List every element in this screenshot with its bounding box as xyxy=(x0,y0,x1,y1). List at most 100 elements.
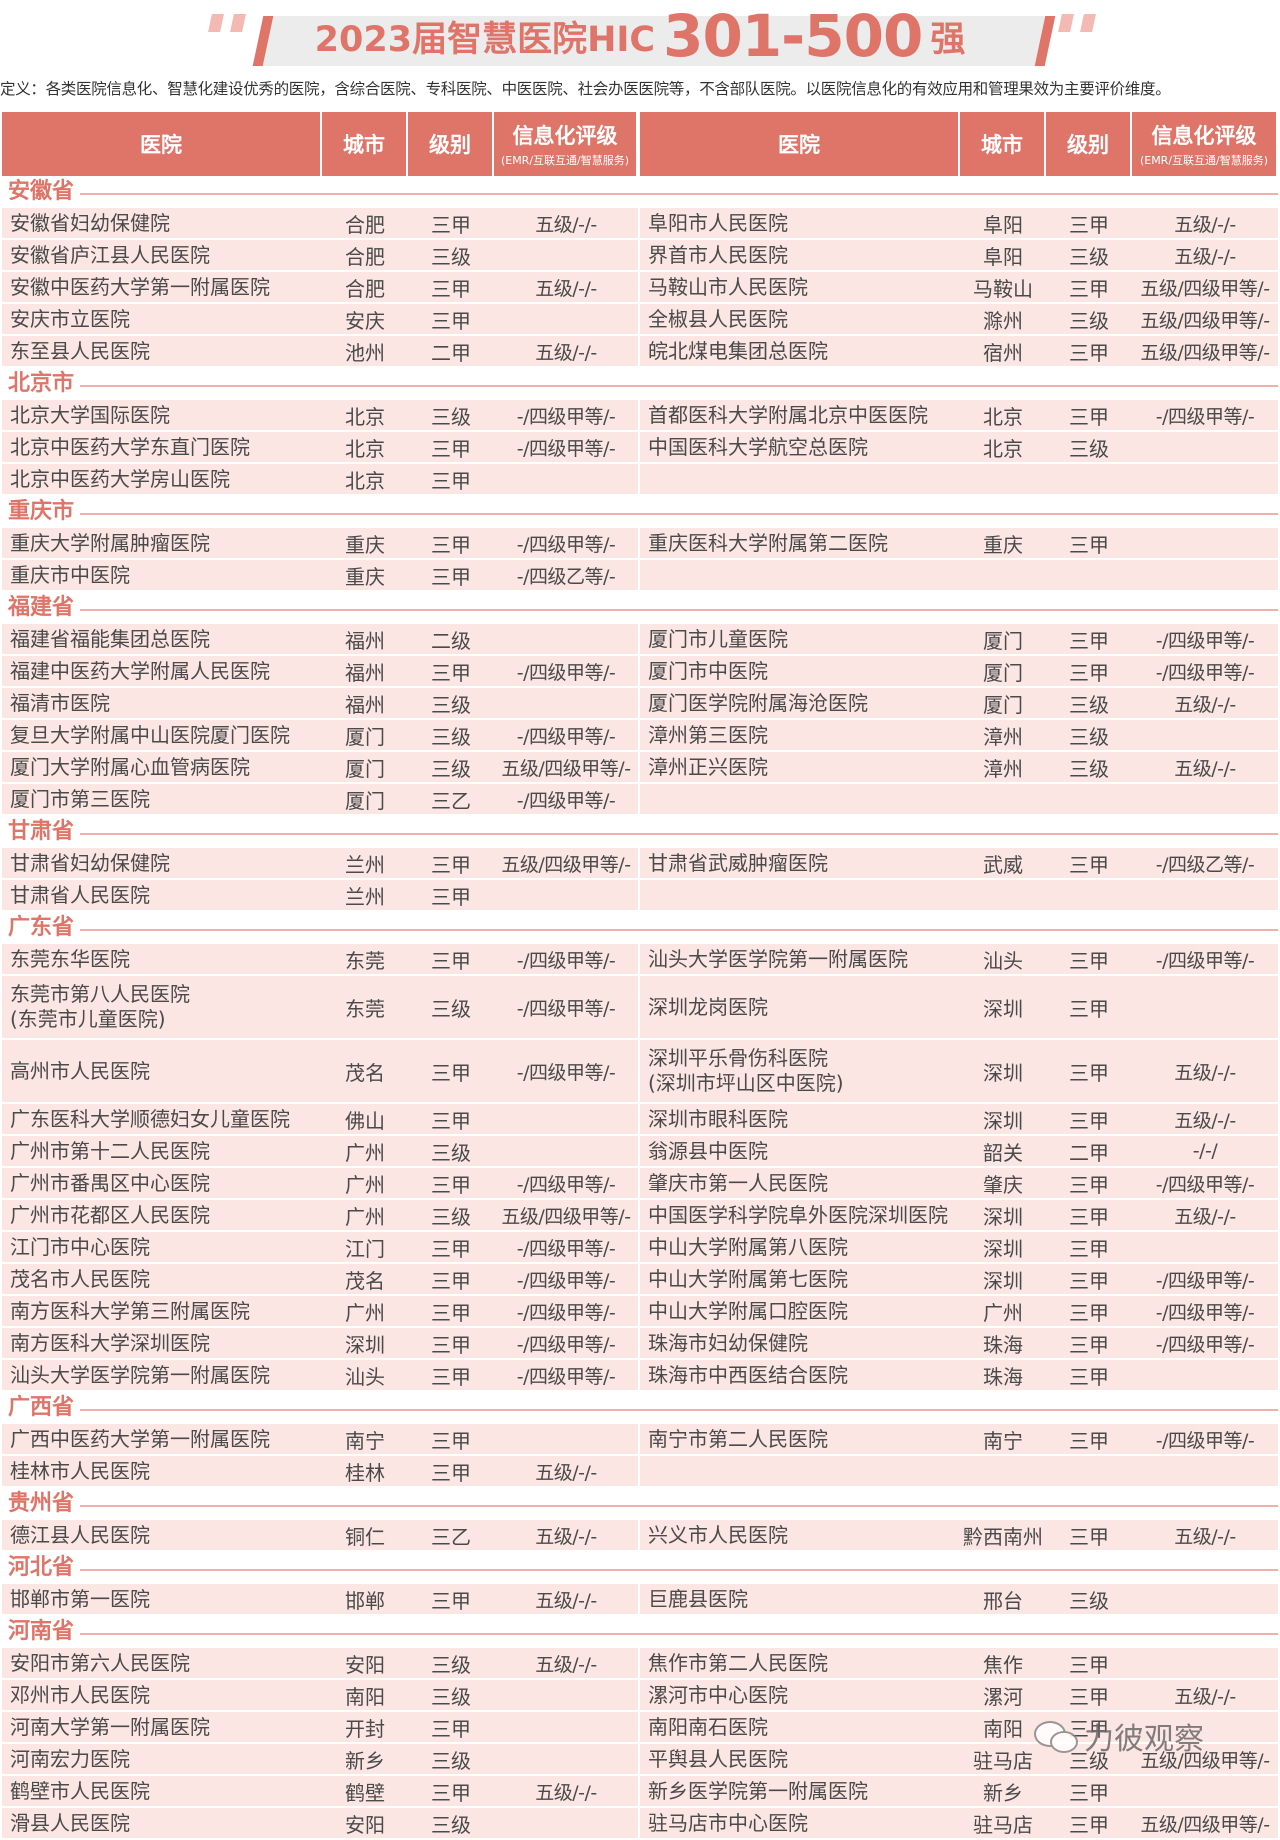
hospital-name: 阜阳市人民医院 xyxy=(640,208,960,240)
province-header: 贵州省 xyxy=(0,1488,1280,1520)
hospital-name: 漳州正兴医院 xyxy=(640,752,960,784)
hospital-name: 厦门大学附属心血管病医院 xyxy=(2,752,322,784)
hospital-level: 三甲 xyxy=(408,1360,494,1392)
hospital-city: 厦门 xyxy=(322,720,408,752)
province-divider xyxy=(8,833,1278,835)
hospital-name: 重庆医科大学附属第二医院 xyxy=(640,528,960,560)
hospital-city: 开封 xyxy=(322,1712,408,1744)
hospital-city: 深圳 xyxy=(322,1328,408,1360)
table-row: 安徽省庐江县人民医院 合肥 三级 界首市人民医院 阜阳 三级 五级/-/- xyxy=(0,240,1280,272)
hospital-name: 厦门市中医院 xyxy=(640,656,960,688)
hospital-eval xyxy=(1132,720,1278,752)
hospital-eval: -/四级甲等/- xyxy=(494,1264,638,1296)
hospital-level: 三级 xyxy=(408,688,494,720)
hospital-level: 三甲 xyxy=(408,944,494,976)
hospital-level: 三级 xyxy=(408,1200,494,1232)
hospital-city: 驻马店 xyxy=(960,1808,1046,1840)
hospital-name: 汕头大学医学院第一附属医院 xyxy=(640,944,960,976)
hospital-city: 珠海 xyxy=(960,1328,1046,1360)
table-row: 广西中医药大学第一附属医院 南宁 三甲 南宁市第二人民医院 南宁 三甲 -/四级甲等/- xyxy=(0,1424,1280,1456)
hospital-city: 肇庆 xyxy=(960,1168,1046,1200)
hospital-eval: 五级/-/- xyxy=(494,272,638,304)
hospital-eval xyxy=(494,1712,638,1744)
header-city: 城市 xyxy=(960,112,1046,176)
hospital-city: 新乡 xyxy=(322,1744,408,1776)
hospital-level: 三级 xyxy=(1046,240,1132,272)
province-divider xyxy=(8,1633,1278,1635)
hospital-eval: -/四级甲等/- xyxy=(494,528,638,560)
table-row: 南方医科大学第三附属医院 广州 三甲 -/四级甲等/- 中山大学附属口腔医院 广州 三甲 -/… xyxy=(0,1296,1280,1328)
hospital-name: 北京中医药大学房山医院 xyxy=(2,464,322,496)
province-divider xyxy=(8,513,1278,515)
table-row: 东至县人民医院 池州 二甲 五级/-/- 皖北煤电集团总医院 宿州 三甲 五级/四级甲等/- xyxy=(0,336,1280,368)
hospital-name: 中山大学附属口腔医院 xyxy=(640,1296,960,1328)
hospital-eval: 五级/-/- xyxy=(494,1648,638,1680)
hospital-eval xyxy=(1132,1648,1278,1680)
header-hospital: 医院 xyxy=(2,112,322,176)
hospital-eval: -/四级甲等/- xyxy=(494,1360,638,1392)
table-row: 甘肃省人民医院 兰州 三甲 xyxy=(0,880,1280,912)
table-row: 江门市中心医院 江门 三甲 -/四级甲等/- 中山大学附属第八医院 深圳 三甲 xyxy=(0,1232,1280,1264)
hospital-eval xyxy=(494,880,638,912)
hospital-level: 三甲 xyxy=(1046,656,1132,688)
table-row: 东莞市第八人民医院 (东莞市儿童医院) 东莞 三级 -/四级甲等/- 深圳龙岗医院 深圳 三甲 xyxy=(0,976,1280,1040)
hospital-name: 重庆大学附属肿瘤医院 xyxy=(2,528,322,560)
hospital-eval xyxy=(1132,1584,1278,1616)
hospital-eval xyxy=(494,1744,638,1776)
hospital-eval: 五级/四级甲等/- xyxy=(1132,1808,1278,1840)
hospital-level: 三甲 xyxy=(408,656,494,688)
hospital-eval xyxy=(494,304,638,336)
hospital-name: 福建中医药大学附属人民医院 xyxy=(2,656,322,688)
header-level: 级别 xyxy=(408,112,494,176)
hospital-city: 滁州 xyxy=(960,304,1046,336)
hospital-eval: 五级/-/- xyxy=(494,1456,638,1488)
hospital-eval xyxy=(494,624,638,656)
province-divider xyxy=(8,929,1278,931)
hospital-eval xyxy=(1132,1360,1278,1392)
hospital-name: 全椒县人民医院 xyxy=(640,304,960,336)
hospital-name: 皖北煤电集团总医院 xyxy=(640,336,960,368)
hospital-name: 东莞东华医院 xyxy=(2,944,322,976)
hospital-level: 三甲 xyxy=(408,1232,494,1264)
hospital-level: 三甲 xyxy=(408,1584,494,1616)
empty-cell xyxy=(640,880,1278,912)
hospital-name: 桂林市人民医院 xyxy=(2,1456,322,1488)
hospital-level: 三级 xyxy=(1046,752,1132,784)
hospital-city: 韶关 xyxy=(960,1136,1046,1168)
hospital-level: 三级 xyxy=(1046,688,1132,720)
table-header: 医院 城市 级别 信息化评级 (EMR/互联互通/智慧服务) 医院 城市 级别 … xyxy=(0,112,1280,176)
table-row: 广东医科大学顺德妇女儿童医院 佛山 三甲 深圳市眼科医院 深圳 三甲 五级/-/- xyxy=(0,1104,1280,1136)
title-part-1: 2023届智慧医院HIC xyxy=(314,19,656,60)
hospital-level: 三甲 xyxy=(408,1296,494,1328)
table-row: 福清市医院 福州 三级 厦门医学院附属海沧医院 厦门 三级 五级/-/- xyxy=(0,688,1280,720)
hospital-level: 三甲 xyxy=(1046,1040,1132,1104)
hospital-eval: 五级/四级甲等/- xyxy=(494,752,638,784)
hospital-eval: 五级/-/- xyxy=(494,208,638,240)
hospital-level: 三甲 xyxy=(408,272,494,304)
hospital-eval: -/四级甲等/- xyxy=(494,976,638,1040)
hospital-city: 焦作 xyxy=(960,1648,1046,1680)
header-city: 城市 xyxy=(322,112,408,176)
hospital-city: 邢台 xyxy=(960,1584,1046,1616)
hospital-eval: 五级/-/- xyxy=(1132,1104,1278,1136)
hospital-level: 三甲 xyxy=(1046,1264,1132,1296)
header-level: 级别 xyxy=(1046,112,1132,176)
hospital-name: 高州市人民医院 xyxy=(2,1040,322,1104)
title-part-2: 301-500 xyxy=(663,2,923,70)
hospital-name: 厦门市儿童医院 xyxy=(640,624,960,656)
hospital-name: 南方医科大学深圳医院 xyxy=(2,1328,322,1360)
table-row: 高州市人民医院 茂名 三甲 -/四级甲等/- 深圳平乐骨伤科医院 (深圳市坪山区中医院) 深… xyxy=(0,1040,1280,1104)
hospital-eval: 五级/四级甲等/- xyxy=(494,848,638,880)
hospital-city: 南宁 xyxy=(322,1424,408,1456)
table-row: 厦门市第三医院 厦门 三乙 -/四级甲等/- xyxy=(0,784,1280,816)
hospital-level: 三甲 xyxy=(408,1776,494,1808)
hospital-name-line: 深圳平乐骨伤科医院 xyxy=(648,1046,828,1070)
hospital-level: 三级 xyxy=(408,1680,494,1712)
hospital-name: 翁源县中医院 xyxy=(640,1136,960,1168)
table-row: 滑县人民医院 安阳 三级 驻马店市中心医院 驻马店 三甲 五级/四级甲等/- xyxy=(0,1808,1280,1840)
hospital-city: 安阳 xyxy=(322,1808,408,1840)
hospital-name: 广州市花都区人民医院 xyxy=(2,1200,322,1232)
hospital-city: 茂名 xyxy=(322,1264,408,1296)
hospital-city: 茂名 xyxy=(322,1040,408,1104)
hospital-eval: -/四级甲等/- xyxy=(1132,1328,1278,1360)
